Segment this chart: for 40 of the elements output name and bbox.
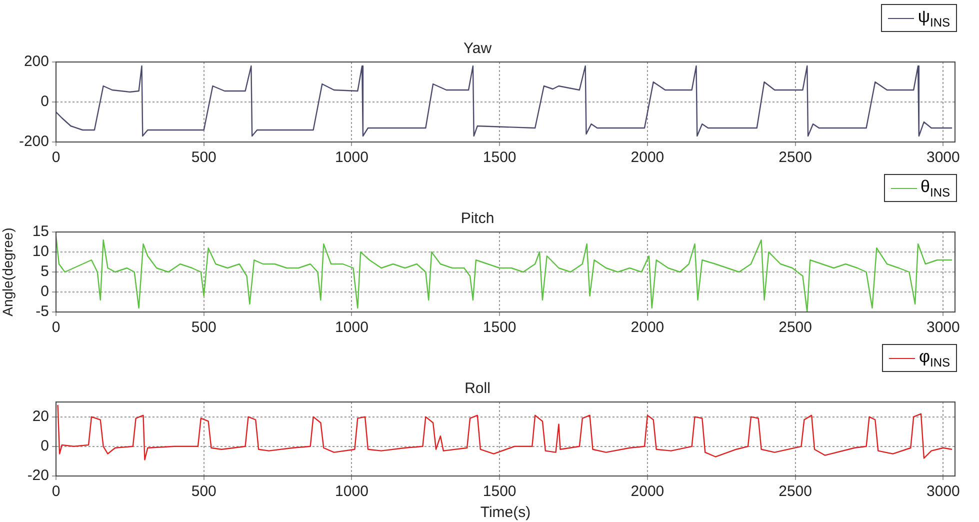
x-tick-label: 500 — [191, 319, 216, 336]
x-tick-label: 1500 — [482, 483, 516, 500]
y-tick-label: 15 — [32, 223, 49, 240]
x-tick-label: 1000 — [335, 319, 368, 336]
y-tick-label: -20 — [27, 467, 49, 484]
y-axis-title: Angle(degree) — [0, 228, 16, 316]
chart-title: Yaw — [463, 40, 492, 58]
chart-title: Roll — [464, 380, 490, 398]
x-tick-label: 500 — [191, 149, 216, 166]
chart-title: Pitch — [460, 210, 494, 228]
y-tick-label: 20 — [32, 408, 49, 425]
y-tick-label: 0 — [40, 438, 49, 455]
x-tick-label: 500 — [191, 483, 216, 500]
x-tick-label: 1000 — [335, 149, 368, 166]
y-tick-label: -200 — [18, 133, 49, 150]
x-tick-label: 2500 — [778, 149, 812, 166]
x-tick-label: 1500 — [482, 319, 516, 336]
y-tick-label: -5 — [36, 303, 49, 320]
y-tick-label: 0 — [40, 283, 49, 300]
x-tick-label: 0 — [52, 149, 60, 166]
x-tick-label: 2000 — [630, 483, 664, 500]
y-tick-label: 0 — [40, 93, 49, 110]
x-tick-label: 0 — [52, 319, 60, 336]
x-tick-label: 1500 — [482, 149, 516, 166]
x-tick-label: 2500 — [778, 319, 812, 336]
y-tick-label: 5 — [40, 263, 49, 280]
x-tick-label: 0 — [52, 483, 60, 500]
x-tick-label: 2500 — [778, 483, 812, 500]
x-axis-title: Time(s) — [480, 504, 531, 522]
x-tick-label: 3000 — [926, 319, 960, 336]
x-tick-label: 3000 — [926, 149, 960, 166]
x-tick-label: 1000 — [335, 483, 368, 500]
x-tick-label: 3000 — [926, 483, 960, 500]
x-tick-label: 2000 — [630, 319, 664, 336]
legend-label: φ$_{INS}$ — [918, 347, 950, 370]
y-tick-label: 10 — [32, 243, 49, 260]
legend-label: ψ$_{INS}$ — [918, 7, 950, 30]
legend-label: θ$_{INS}$ — [920, 177, 950, 200]
x-tick-label: 2000 — [630, 149, 664, 166]
y-tick-label: 200 — [24, 53, 49, 70]
